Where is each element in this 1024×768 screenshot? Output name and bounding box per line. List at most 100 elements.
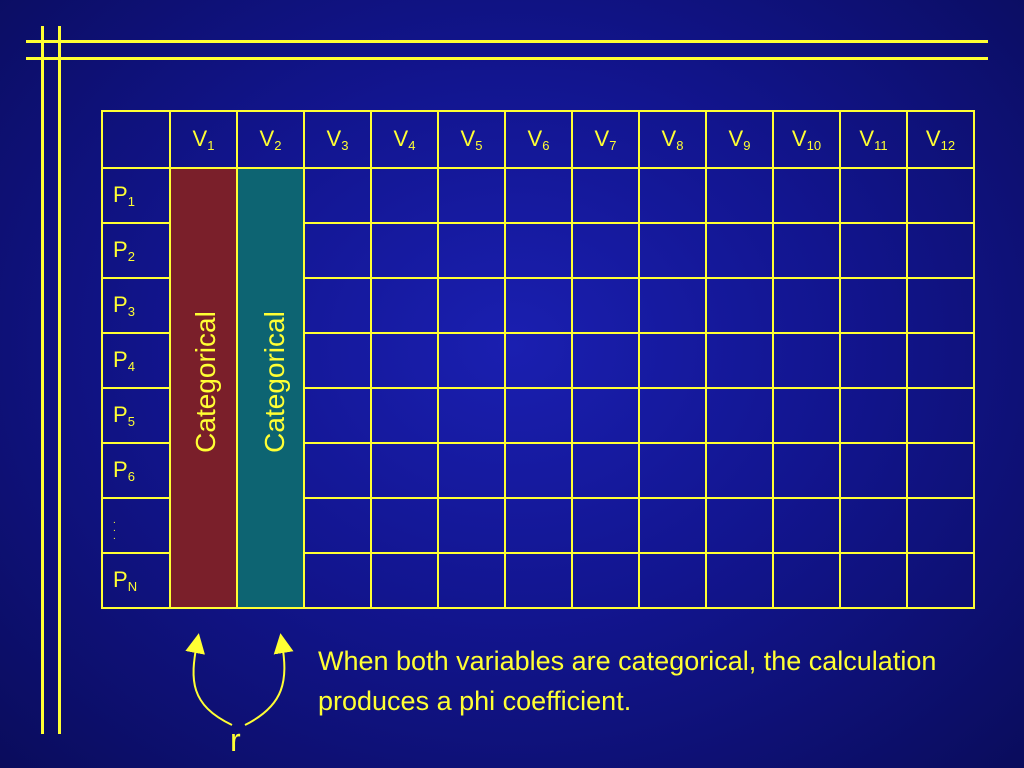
matrix-cell xyxy=(571,277,640,334)
matrix-cell xyxy=(839,277,908,334)
matrix-cell xyxy=(638,552,707,609)
matrix-cell xyxy=(705,167,774,224)
matrix-cell xyxy=(906,167,975,224)
matrix-cell xyxy=(437,222,506,279)
matrix-cell xyxy=(169,333,238,388)
matrix-cell xyxy=(906,442,975,499)
arrow-curve-left xyxy=(185,633,233,726)
matrix-cell xyxy=(571,497,640,554)
matrix-cell xyxy=(303,167,372,224)
column-header-v1: V1 xyxy=(169,110,238,169)
matrix-cell xyxy=(504,497,573,554)
matrix-cell xyxy=(437,442,506,499)
matrix-cell xyxy=(437,497,506,554)
matrix-cell xyxy=(370,497,439,554)
matrix-cell xyxy=(236,498,305,553)
matrix-cell xyxy=(571,442,640,499)
matrix-cell xyxy=(169,168,238,223)
matrix-cell xyxy=(169,223,238,278)
table-row: ... xyxy=(101,497,975,554)
matrix-cell xyxy=(370,167,439,224)
row-header-p5: P5 xyxy=(101,387,171,444)
matrix-cell xyxy=(303,442,372,499)
column-header-v8: V8 xyxy=(638,110,707,169)
matrix-cell xyxy=(504,167,573,224)
matrix-cell xyxy=(236,168,305,223)
table-row: P6 xyxy=(101,442,975,499)
matrix-cell xyxy=(839,167,908,224)
matrix-cell xyxy=(504,442,573,499)
matrix-cell xyxy=(772,277,841,334)
matrix-cell xyxy=(906,222,975,279)
matrix-cell xyxy=(772,332,841,389)
frame-rule-top-2 xyxy=(26,57,988,60)
matrix-cell xyxy=(638,332,707,389)
frame-rule-top-1 xyxy=(26,40,988,43)
row-header-p2: P2 xyxy=(101,222,171,279)
matrix-cell xyxy=(504,552,573,609)
matrix-cell xyxy=(638,497,707,554)
matrix-cell xyxy=(906,497,975,554)
matrix-cell xyxy=(169,498,238,553)
matrix-cell xyxy=(772,552,841,609)
phi-coefficient-note: When both variables are categorical, the… xyxy=(318,646,937,716)
matrix-cell xyxy=(504,332,573,389)
matrix-cell xyxy=(571,387,640,444)
matrix-cell xyxy=(772,497,841,554)
column-header-v2: V2 xyxy=(236,110,305,169)
matrix-cell xyxy=(303,497,372,554)
matrix-cell xyxy=(303,332,372,389)
matrix-cell xyxy=(839,222,908,279)
table-row: P4 xyxy=(101,332,975,389)
row-header-p4: P4 xyxy=(101,332,171,389)
matrix-cell xyxy=(236,333,305,388)
matrix-cell xyxy=(571,552,640,609)
matrix-cell xyxy=(504,222,573,279)
matrix-cell xyxy=(906,387,975,444)
matrix-cell xyxy=(236,223,305,278)
matrix-cell xyxy=(638,277,707,334)
matrix-cell xyxy=(437,332,506,389)
matrix-cell xyxy=(705,332,774,389)
matrix-cell xyxy=(839,387,908,444)
row-header-pN: PN xyxy=(101,552,171,609)
matrix-cell xyxy=(906,332,975,389)
matrix-cell xyxy=(839,552,908,609)
matrix-cell xyxy=(638,387,707,444)
matrix-cell xyxy=(839,332,908,389)
matrix-cell xyxy=(906,277,975,334)
matrix-cell xyxy=(370,387,439,444)
matrix-cell xyxy=(236,278,305,333)
matrix-cell xyxy=(437,552,506,609)
matrix-cell xyxy=(169,388,238,443)
column-header-v3: V3 xyxy=(303,110,372,169)
matrix-cell xyxy=(236,443,305,498)
column-header-v5: V5 xyxy=(437,110,506,169)
matrix-cell xyxy=(236,553,305,609)
matrix-cell xyxy=(705,387,774,444)
matrix-cell xyxy=(772,387,841,444)
row-header-p6: P6 xyxy=(101,442,171,499)
matrix-cell xyxy=(169,443,238,498)
matrix-cell xyxy=(437,167,506,224)
matrix-cell xyxy=(705,442,774,499)
column-header-v11: V11 xyxy=(839,110,908,169)
matrix-cell xyxy=(370,552,439,609)
column-header-v4: V4 xyxy=(370,110,439,169)
table-row: PN xyxy=(101,552,975,609)
table-row: P3 xyxy=(101,277,975,334)
matrix-cell xyxy=(303,387,372,444)
data-matrix: V1 V2 V3 V4 V5 V6 V7 V8 V9 V10 V11 V12 P1 P2 P3 P4 P5 P6.… xyxy=(101,110,975,609)
matrix-cell xyxy=(772,222,841,279)
arrow-curve-right xyxy=(244,633,294,726)
table-row: P1 xyxy=(101,167,975,224)
matrix-cell xyxy=(638,442,707,499)
matrix-cell xyxy=(437,387,506,444)
frame-rule-left-1 xyxy=(41,26,44,734)
matrix-cell xyxy=(906,552,975,609)
column-header-v12: V12 xyxy=(906,110,975,169)
matrix-cell xyxy=(370,332,439,389)
matrix-cell xyxy=(303,277,372,334)
column-header-v9: V9 xyxy=(705,110,774,169)
